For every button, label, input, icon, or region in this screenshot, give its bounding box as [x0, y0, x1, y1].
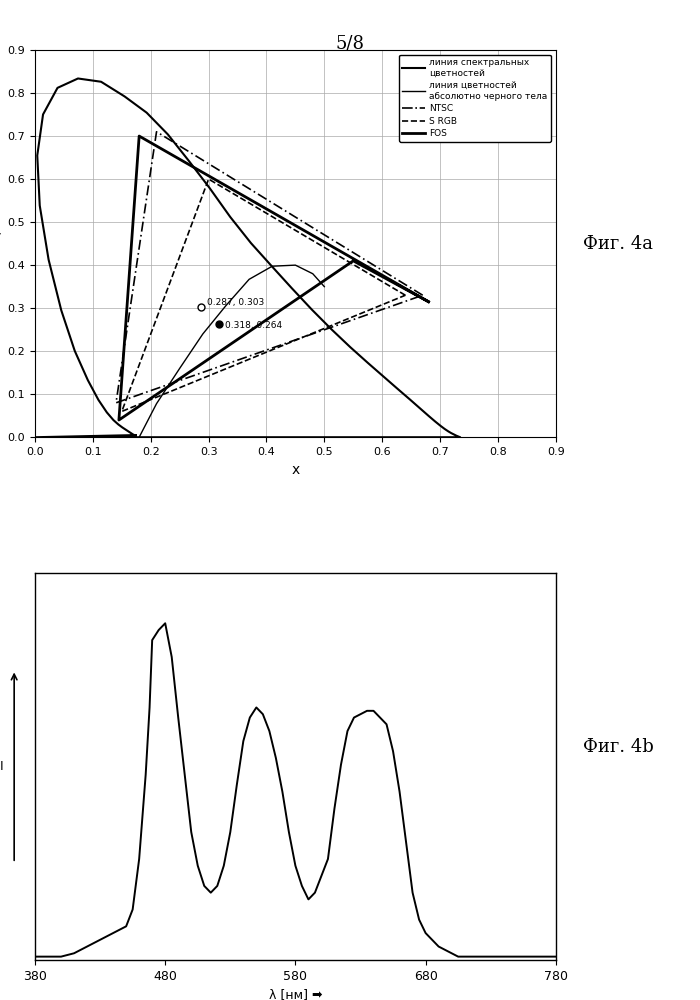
Text: Фиг. 4a: Фиг. 4a: [583, 235, 653, 253]
Text: 0.287, 0.303: 0.287, 0.303: [207, 298, 264, 307]
NTSC: [419, 289, 427, 301]
Text: 0.318, 0.264: 0.318, 0.264: [225, 321, 282, 330]
Legend: линия спектральных
цветностей, линия цветностей
абсолютно черного тела, NTSC, S : линия спектральных цветностей, линия цве…: [399, 55, 552, 142]
FOS: [135, 130, 143, 142]
Text: I: I: [0, 760, 4, 773]
FOS: [115, 414, 123, 426]
FOS: [424, 296, 433, 308]
S RGB: [118, 405, 126, 417]
NTSC: [112, 397, 120, 409]
NTSC: [419, 289, 427, 301]
FOS: [424, 296, 433, 308]
FOS: [349, 255, 358, 267]
Line: S RGB: S RGB: [122, 179, 405, 411]
X-axis label: λ [нм] ➡: λ [нм] ➡: [269, 988, 322, 1000]
Text: 5/8: 5/8: [335, 35, 365, 53]
NTSC: [153, 126, 161, 138]
S RGB: [401, 289, 410, 301]
Line: FOS: FOS: [119, 136, 428, 420]
Line: NTSC: NTSC: [116, 132, 423, 403]
Text: Фиг. 4b: Фиг. 4b: [583, 738, 654, 756]
X-axis label: x: x: [291, 463, 300, 477]
S RGB: [401, 289, 410, 301]
S RGB: [204, 173, 213, 185]
